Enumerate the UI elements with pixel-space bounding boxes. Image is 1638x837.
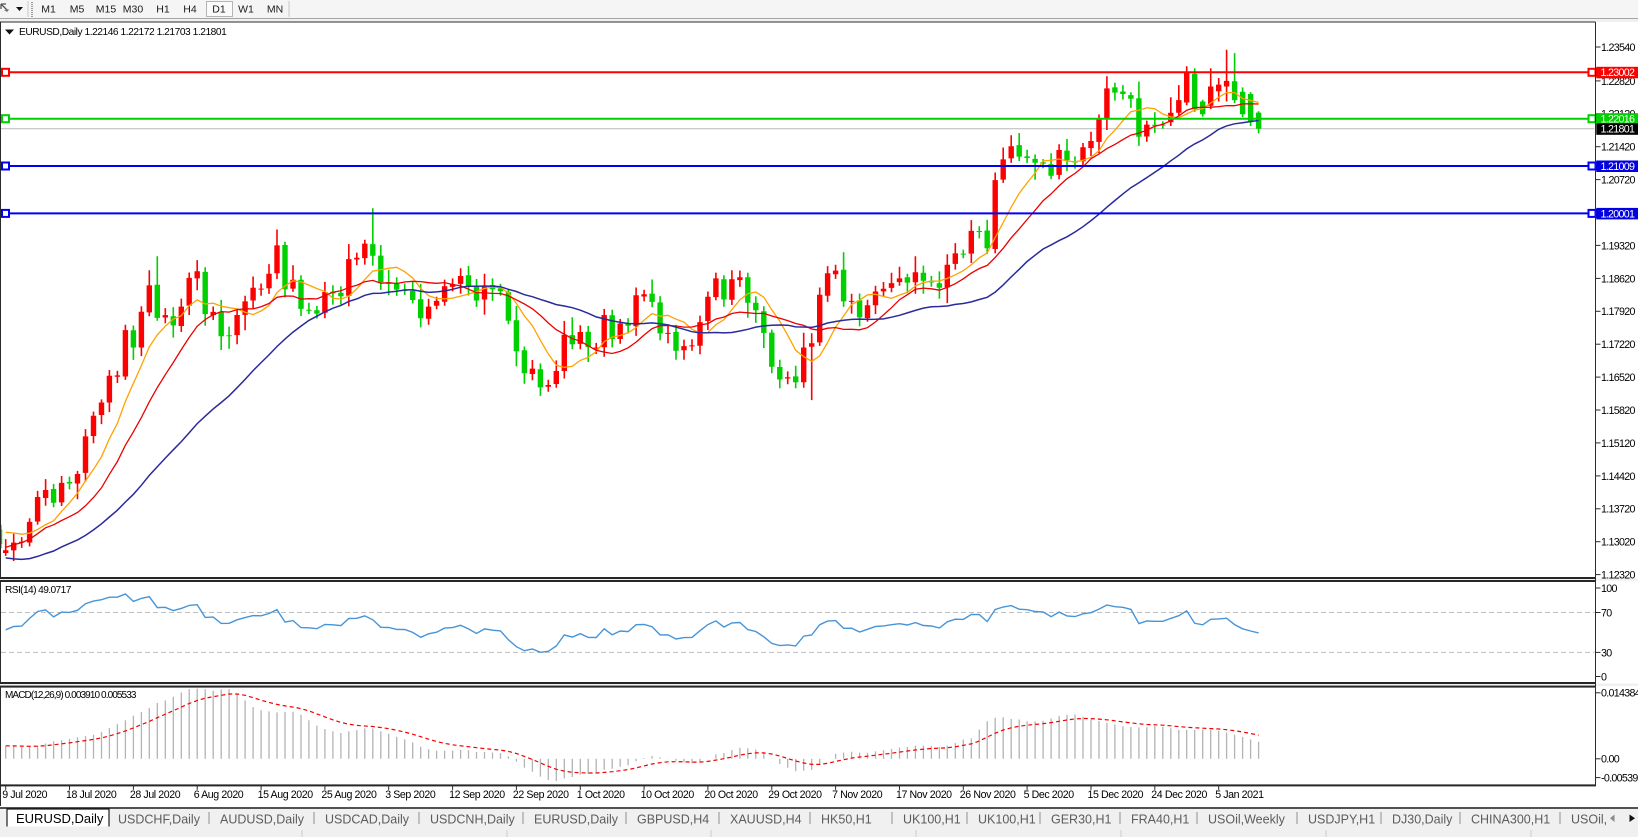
svg-text:1.16520: 1.16520 (1601, 372, 1635, 384)
svg-text:EURUSD,Daily 1.22146 1.22172: EURUSD,Daily 1.22146 1.22172 1.21703 1.2… (19, 27, 227, 38)
svg-text:HK50,H1: HK50,H1 (821, 813, 872, 827)
svg-text:15 Dec 2020: 15 Dec 2020 (1088, 789, 1144, 801)
svg-text:UK100,H1: UK100,H1 (903, 813, 961, 827)
svg-text:M30: M30 (123, 4, 144, 16)
svg-text:USDCHF,Daily: USDCHF,Daily (118, 813, 201, 827)
svg-text:M15: M15 (96, 4, 117, 16)
svg-text:1.23002: 1.23002 (1601, 67, 1635, 79)
svg-text:0.00: 0.00 (1601, 754, 1620, 766)
svg-text:3 Sep 2020: 3 Sep 2020 (385, 789, 436, 801)
svg-text:AUDUSD,Daily: AUDUSD,Daily (220, 813, 305, 827)
svg-text:EURUSD,Daily: EURUSD,Daily (16, 811, 104, 826)
svg-text:D1: D1 (212, 4, 226, 16)
svg-text:GBPUSD,H4: GBPUSD,H4 (637, 813, 709, 827)
svg-text:1.18620: 1.18620 (1601, 273, 1635, 285)
svg-text:W1: W1 (238, 4, 254, 16)
svg-text:100: 100 (1601, 583, 1617, 595)
svg-text:25 Aug 2020: 25 Aug 2020 (321, 789, 377, 801)
svg-text:9 Jul 2020: 9 Jul 2020 (2, 789, 47, 801)
svg-text:1 Oct 2020: 1 Oct 2020 (577, 789, 625, 801)
svg-text:1.20720: 1.20720 (1601, 175, 1635, 187)
svg-text:1.23540: 1.23540 (1601, 42, 1635, 54)
svg-text:USOil,Weekly: USOil,Weekly (1208, 813, 1286, 827)
svg-text:17 Nov 2020: 17 Nov 2020 (896, 789, 952, 801)
svg-text:FRA40,H1: FRA40,H1 (1131, 813, 1189, 827)
svg-text:26 Nov 2020: 26 Nov 2020 (960, 789, 1016, 801)
svg-text:RSI(14) 49.0717: RSI(14) 49.0717 (5, 585, 72, 596)
svg-text:0: 0 (1601, 671, 1607, 683)
svg-text:10 Oct 2020: 10 Oct 2020 (641, 789, 695, 801)
svg-text:18 Jul 2020: 18 Jul 2020 (66, 789, 117, 801)
svg-text:USOil,: USOil, (1571, 813, 1607, 827)
svg-text:24 Dec 2020: 24 Dec 2020 (1151, 789, 1207, 801)
svg-text:EURUSD,Daily: EURUSD,Daily (534, 813, 619, 827)
svg-text:1.12320: 1.12320 (1601, 570, 1635, 582)
svg-text:MACD(12,26,9) 0.003910 0.00553: MACD(12,26,9) 0.003910 0.005533 (5, 690, 137, 701)
svg-text:1.19320: 1.19320 (1601, 240, 1635, 252)
svg-text:12 Sep 2020: 12 Sep 2020 (449, 789, 505, 801)
svg-text:M5: M5 (70, 4, 85, 16)
svg-text:1.17920: 1.17920 (1601, 306, 1635, 318)
svg-text:70: 70 (1601, 607, 1612, 619)
svg-text:H1: H1 (156, 4, 170, 16)
svg-text:H4: H4 (183, 4, 197, 16)
svg-text:1.13720: 1.13720 (1601, 504, 1635, 516)
svg-text:1.17220: 1.17220 (1601, 339, 1635, 351)
svg-text:20 Oct 2020: 20 Oct 2020 (704, 789, 758, 801)
svg-text:22 Sep 2020: 22 Sep 2020 (513, 789, 569, 801)
svg-text:CHINA300,H1: CHINA300,H1 (1471, 813, 1550, 827)
svg-text:1.21801: 1.21801 (1601, 124, 1635, 136)
svg-text:5 Dec 2020: 5 Dec 2020 (1024, 789, 1075, 801)
svg-text:USDJPY,H1: USDJPY,H1 (1308, 813, 1375, 827)
svg-text:7 Nov 2020: 7 Nov 2020 (832, 789, 883, 801)
svg-text:28 Jul 2020: 28 Jul 2020 (130, 789, 181, 801)
svg-text:1.20001: 1.20001 (1601, 208, 1635, 220)
svg-text:1.15820: 1.15820 (1601, 405, 1635, 417)
svg-text:1.14420: 1.14420 (1601, 471, 1635, 483)
svg-text:15 Aug 2020: 15 Aug 2020 (258, 789, 314, 801)
svg-text:1.21420: 1.21420 (1601, 142, 1635, 154)
svg-text:XAUUSD,H4: XAUUSD,H4 (730, 813, 802, 827)
svg-text:0.014384: 0.014384 (1601, 688, 1638, 700)
svg-text:GER30,H1: GER30,H1 (1051, 813, 1111, 827)
svg-text:6 Aug 2020: 6 Aug 2020 (194, 789, 244, 801)
svg-text:UK100,H1: UK100,H1 (978, 813, 1036, 827)
svg-text:USDCNH,Daily: USDCNH,Daily (430, 813, 515, 827)
svg-text:DJ30,Daily: DJ30,Daily (1392, 813, 1453, 827)
svg-text:-0.005396: -0.005396 (1601, 772, 1638, 784)
svg-text:1.15120: 1.15120 (1601, 438, 1635, 450)
svg-text:USDCAD,Daily: USDCAD,Daily (325, 813, 410, 827)
svg-text:1.22016: 1.22016 (1601, 114, 1635, 126)
svg-text:MN: MN (267, 4, 283, 16)
svg-text:M1: M1 (41, 4, 56, 16)
svg-text:5 Jan 2021: 5 Jan 2021 (1215, 789, 1264, 801)
svg-text:1.13020: 1.13020 (1601, 537, 1635, 549)
svg-text:30: 30 (1601, 647, 1612, 659)
svg-text:1.21009: 1.21009 (1601, 161, 1635, 173)
svg-text:29 Oct 2020: 29 Oct 2020 (768, 789, 822, 801)
svg-text:1.22820: 1.22820 (1601, 76, 1635, 88)
